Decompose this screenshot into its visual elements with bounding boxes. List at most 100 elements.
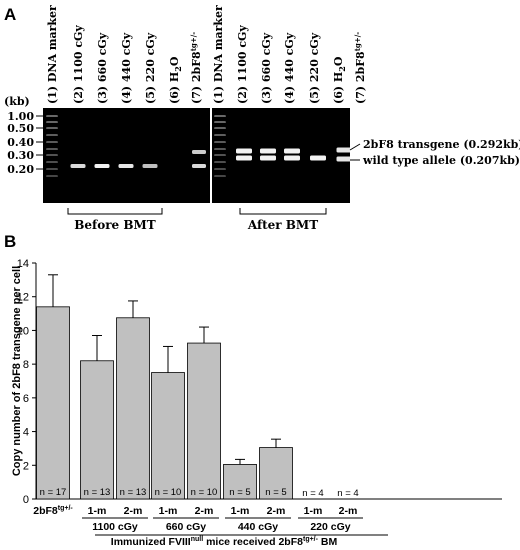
marker-band-left (46, 115, 58, 117)
ladder-tick-label: 0.40 (7, 136, 34, 149)
transgene-band-control-before (192, 150, 206, 154)
n-label: n = 10 (191, 487, 218, 498)
y-tick-label: 0 (23, 494, 29, 506)
lane-label-left-4: (4) 440 cGy (120, 32, 133, 104)
lane-label-right-5: (5) 220 cGy (308, 32, 321, 104)
x-tick-label: 2-m (124, 505, 143, 517)
n-label: n = 13 (120, 487, 147, 498)
marker-band-left (46, 121, 58, 123)
n-label: n = 5 (265, 487, 286, 498)
lane-label-right-6: (6) H2O (332, 56, 347, 104)
ladder-tick-label: 1.00 (7, 110, 34, 123)
marker-band-left (46, 141, 58, 143)
marker-band-left (46, 175, 58, 177)
after-bmt-bracket (239, 208, 327, 215)
gel-before-bmt (43, 108, 210, 203)
x-tick-label: 2bF8tg+/- (33, 505, 73, 517)
marker-band-right (214, 121, 226, 123)
bar (187, 342, 221, 500)
ladder-axis: 1.000.500.400.300.20 (7, 110, 43, 176)
group-label: 220 cGy (310, 521, 350, 533)
marker-band-left (46, 148, 58, 150)
wildtype-band-after (236, 155, 252, 161)
lane-label-right-1: (1) DNA marker (212, 5, 225, 104)
x-tick-label: 1-m (88, 505, 107, 517)
transgene-band-after (284, 148, 300, 154)
marker-band-right (214, 134, 226, 136)
before-bmt-label: Before BMT (74, 218, 156, 232)
n-label: n = 4 (302, 488, 323, 499)
bar (116, 317, 150, 500)
gel-after-bmt (212, 108, 350, 203)
bar (151, 372, 185, 500)
before-bmt-bracket (67, 208, 163, 215)
wildtype-band-control-before (192, 164, 206, 168)
n-label: n = 4 (337, 488, 358, 499)
lane-labels: (1) DNA marker (2) 1100 cGy (3) 660 cGy (4)… (46, 5, 367, 104)
lane-label-left-6: (6) H2O (168, 56, 183, 104)
wildtype-band-before (142, 164, 158, 168)
x-tick-label: 2-m (339, 505, 358, 517)
marker-band-left (46, 168, 58, 170)
lane-label-left-7: (7) 2bF8tg+/- (189, 32, 203, 104)
lane-label-left-5: (5) 220 cGy (144, 32, 157, 104)
wildtype-band-after (310, 155, 326, 161)
x-tick-label: 2-m (195, 505, 214, 517)
y-tick-label: 14 (17, 258, 29, 270)
marker-band-right (214, 161, 226, 163)
kb-unit-label: (kb) (4, 95, 30, 108)
wildtype-band-after (260, 155, 276, 161)
n-label: n = 17 (40, 487, 67, 498)
lane-label-left-3: (3) 660 cGy (96, 32, 109, 104)
lane-label-left-1: (1) DNA marker (46, 5, 59, 104)
y-tick-label: 6 (23, 393, 29, 405)
bar (223, 464, 257, 500)
after-bmt-label: After BMT (247, 218, 318, 232)
marker-band-left (46, 161, 58, 163)
x-tick-label: 1-m (159, 505, 178, 517)
gel-bands (46, 115, 352, 177)
wildtype-band-before (70, 164, 86, 168)
lane-label-right-4: (4) 440 cGy (283, 32, 296, 104)
marker-band-left (46, 154, 58, 156)
marker-band-right (214, 154, 226, 156)
x-axis-caption: Immunized FVIIInull mice received 2bF8tg… (111, 536, 338, 548)
n-label: n = 5 (229, 487, 250, 498)
marker-band-right (214, 141, 226, 143)
transgene-annotation: 2bF8 transgene (0.292kb) (363, 138, 520, 151)
wildtype-band-after (284, 155, 300, 161)
lane-label-right-3: (3) 660 cGy (260, 32, 273, 104)
ladder-tick-label: 0.30 (7, 149, 34, 162)
marker-band-left (46, 134, 58, 136)
wildtype-band-control-after (336, 156, 352, 162)
lane-label-left-2: (2) 1100 cGy (72, 25, 85, 104)
x-tick-label: 1-m (231, 505, 250, 517)
marker-band-right (214, 168, 226, 170)
wildtype-annotation: wild type allele (0.207kb) (362, 154, 520, 167)
y-tick-label: 2 (23, 460, 29, 472)
lane-label-right-7: (7) 2bF8tg+/- (353, 32, 367, 104)
bar (259, 447, 293, 500)
lane-label-right-2: (2) 1100 cGy (236, 25, 249, 104)
y-tick-label: 8 (23, 359, 29, 371)
group-label: 660 cGy (166, 521, 206, 533)
marker-band-left (46, 127, 58, 129)
marker-band-right (214, 115, 226, 117)
group-label: 1100 cGy (92, 521, 138, 533)
ladder-tick-label: 0.50 (7, 122, 34, 135)
wildtype-band-before (94, 164, 110, 168)
y-tick-label: 10 (17, 325, 29, 337)
y-axis-label: Copy number of 2bF8 transgene per cell (11, 266, 23, 476)
x-tick-label: 1-m (304, 505, 323, 517)
transgene-band-after (260, 148, 276, 154)
wildtype-band-before (118, 164, 134, 168)
panel-b-label: B (4, 232, 16, 251)
ladder-tick-label: 0.20 (7, 163, 34, 176)
y-tick-label: 4 (23, 427, 29, 439)
transgene-band-after (236, 148, 252, 154)
n-label: n = 13 (84, 487, 111, 498)
bar (36, 306, 70, 500)
y-tick-label: 12 (17, 292, 29, 304)
panel-a-label: A (4, 5, 16, 24)
